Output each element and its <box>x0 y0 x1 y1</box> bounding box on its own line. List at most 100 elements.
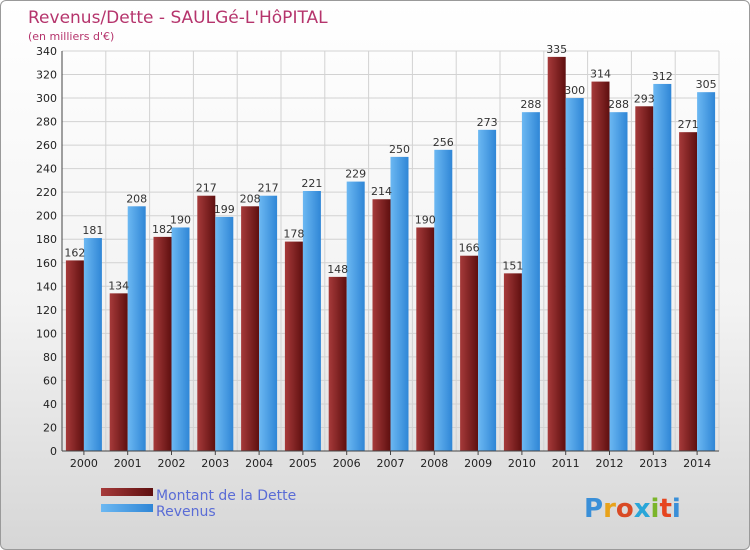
legend-swatch <box>101 504 153 512</box>
y-tick-label: 80 <box>43 351 57 364</box>
bar-revenus <box>478 129 497 451</box>
x-tick-label: 2008 <box>420 457 448 470</box>
bar-revenus <box>521 112 540 452</box>
bar-dette <box>547 56 566 451</box>
bar-dette <box>635 106 654 451</box>
data-label: 178 <box>283 228 304 241</box>
chart-title: Revenus/Dette - SAULGé-L'HôPITAL <box>28 8 328 28</box>
x-tick-label: 2013 <box>639 457 667 470</box>
data-label: 229 <box>345 168 366 181</box>
data-label: 300 <box>564 84 585 97</box>
y-tick-label: 300 <box>36 92 57 105</box>
y-tick-label: 60 <box>43 374 57 387</box>
x-tick-label: 2007 <box>377 457 405 470</box>
x-tick-label: 2006 <box>333 457 361 470</box>
data-label: 162 <box>64 246 85 259</box>
legend-label: Montant de la Dette <box>156 488 296 504</box>
data-label: 151 <box>502 259 523 272</box>
data-label: 312 <box>652 70 673 83</box>
y-tick-label: 320 <box>36 69 57 82</box>
y-tick-label: 280 <box>36 116 57 129</box>
y-tick-label: 220 <box>36 186 57 199</box>
bar-dette <box>372 199 391 451</box>
data-label: 134 <box>108 279 129 292</box>
bar-dette <box>65 260 84 451</box>
x-tick-label: 2004 <box>245 457 273 470</box>
y-tick-label: 260 <box>36 139 57 152</box>
x-tick-label: 2002 <box>158 457 186 470</box>
bar-dette <box>679 132 698 452</box>
data-label: 305 <box>696 78 717 91</box>
y-tick-label: 120 <box>36 304 57 317</box>
data-label: 190 <box>415 213 436 226</box>
data-label: 166 <box>459 242 480 255</box>
data-label: 208 <box>240 192 261 205</box>
bar-revenus <box>565 98 584 451</box>
proxiti-logo: Proxiti <box>584 494 681 524</box>
data-label: 335 <box>546 43 567 56</box>
data-label: 288 <box>520 98 541 111</box>
data-label: 217 <box>258 182 279 195</box>
y-tick-label: 200 <box>36 210 57 223</box>
data-label: 314 <box>590 68 611 81</box>
bar-dette <box>197 195 216 451</box>
bar-revenus <box>83 238 102 451</box>
data-label: 271 <box>678 118 699 131</box>
data-label: 190 <box>170 213 191 226</box>
bar-dette <box>416 227 435 451</box>
y-tick-label: 140 <box>36 280 57 293</box>
data-label: 288 <box>608 98 629 111</box>
data-label: 293 <box>634 92 655 105</box>
bar-dette <box>109 293 128 451</box>
bar-dette <box>460 255 479 451</box>
y-tick-label: 240 <box>36 163 57 176</box>
x-tick-label: 2005 <box>289 457 317 470</box>
y-tick-label: 0 <box>50 445 57 458</box>
data-label: 273 <box>477 116 498 129</box>
data-label: 256 <box>433 136 454 149</box>
x-tick-label: 2012 <box>596 457 624 470</box>
x-tick-label: 2010 <box>508 457 536 470</box>
chart-subtitle: (en milliers d'€) <box>28 30 114 43</box>
data-label: 214 <box>371 185 392 198</box>
bar-revenus <box>346 181 365 451</box>
x-tick-label: 2003 <box>201 457 229 470</box>
y-tick-label: 160 <box>36 257 57 270</box>
bar-dette <box>284 241 303 451</box>
bar-revenus <box>390 156 409 451</box>
y-tick-label: 20 <box>43 421 57 434</box>
legend-label: Revenus <box>156 504 216 520</box>
bar-revenus <box>434 149 453 451</box>
x-tick-label: 2001 <box>114 457 142 470</box>
bar-dette <box>153 236 172 451</box>
bar-revenus <box>259 195 278 451</box>
x-tick-label: 2009 <box>464 457 492 470</box>
y-tick-label: 180 <box>36 233 57 246</box>
bar-revenus <box>697 92 716 452</box>
bar-dette <box>241 206 260 451</box>
bar-revenus <box>302 191 321 451</box>
bar-dette <box>591 81 610 452</box>
data-label: 181 <box>82 224 103 237</box>
data-label: 221 <box>301 177 322 190</box>
x-tick-label: 2011 <box>552 457 580 470</box>
bar-dette <box>328 276 347 451</box>
data-label: 148 <box>327 263 348 276</box>
y-tick-label: 100 <box>36 327 57 340</box>
data-label: 217 <box>196 182 217 195</box>
data-label: 208 <box>126 192 147 205</box>
x-tick-label: 2000 <box>70 457 98 470</box>
bar-revenus <box>127 206 146 451</box>
data-label: 199 <box>214 203 235 216</box>
bar-dette <box>503 273 522 451</box>
bar-revenus <box>215 216 234 451</box>
bar-revenus <box>609 112 628 452</box>
data-label: 182 <box>152 223 173 236</box>
data-label: 250 <box>389 143 410 156</box>
bar-revenus <box>171 227 190 451</box>
x-tick-label: 2014 <box>683 457 711 470</box>
bar-revenus <box>653 83 672 452</box>
y-tick-label: 40 <box>43 398 57 411</box>
